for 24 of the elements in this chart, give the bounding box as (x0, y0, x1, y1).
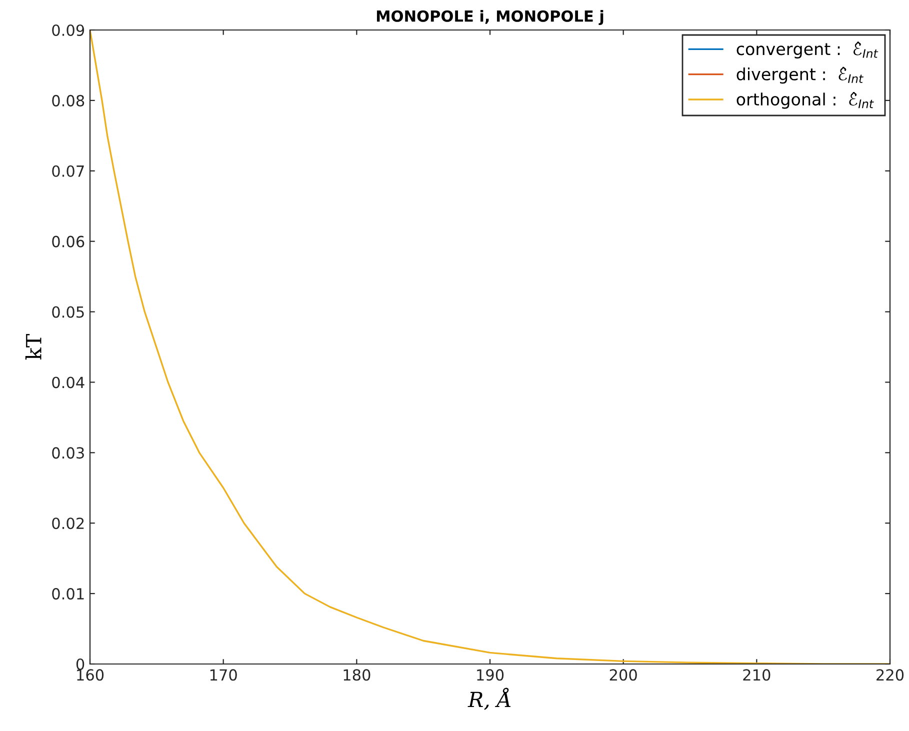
x-tick-label: 170 (210, 669, 237, 681)
line-series (90, 30, 890, 664)
y-axis-title: kT (25, 334, 42, 360)
y-tick-label: 0.05 (52, 306, 84, 318)
x-tick-label: 210 (743, 669, 770, 681)
y-tick-label: 0.03 (52, 447, 84, 459)
y-tick-label: 0.09 (52, 24, 84, 36)
y-tick-label: 0.06 (52, 236, 84, 248)
x-axis-title: R, Å (468, 688, 511, 710)
y-tick-label: 0.08 (52, 94, 84, 106)
x-tick-label: 190 (477, 669, 504, 681)
x-tick-label: 160 (77, 669, 104, 681)
legend-label: convergent : ℰ̂$_{Int}$ (736, 42, 878, 58)
x-tick-label: 220 (876, 669, 904, 681)
x-tick-label: 180 (344, 669, 370, 681)
legend-label: orthogonal : ℰ̂$_{Int}$ (736, 92, 874, 109)
x-tick-label: 200 (610, 669, 637, 681)
y-tick-label: 0.02 (52, 518, 84, 530)
y-tick-label: 0 (76, 658, 84, 670)
y-tick-label: 0.01 (52, 588, 84, 600)
chart-title: MONOPOLE i, MONOPOLE j (376, 10, 604, 25)
y-tick-label: 0.07 (52, 165, 84, 177)
y-tick-label: 0.04 (52, 376, 84, 388)
legend-label: divergent : ℰ̂$_{Int}$ (736, 66, 864, 84)
